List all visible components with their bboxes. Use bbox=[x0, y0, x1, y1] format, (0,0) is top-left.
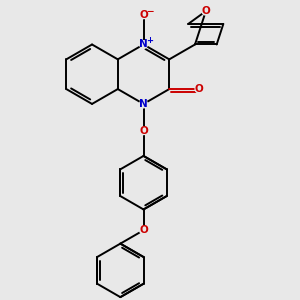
Text: N: N bbox=[139, 40, 148, 50]
Text: O: O bbox=[139, 225, 148, 235]
Circle shape bbox=[140, 100, 147, 108]
Circle shape bbox=[140, 127, 147, 134]
Circle shape bbox=[202, 7, 210, 15]
Text: −: − bbox=[146, 7, 154, 16]
Text: N: N bbox=[139, 99, 148, 109]
Text: O: O bbox=[195, 84, 203, 94]
Text: O: O bbox=[139, 10, 148, 20]
Circle shape bbox=[140, 226, 147, 234]
Circle shape bbox=[140, 40, 147, 48]
Text: +: + bbox=[147, 36, 154, 45]
Text: O: O bbox=[139, 126, 148, 136]
Circle shape bbox=[195, 85, 203, 93]
Circle shape bbox=[140, 11, 147, 19]
Text: O: O bbox=[202, 6, 210, 16]
